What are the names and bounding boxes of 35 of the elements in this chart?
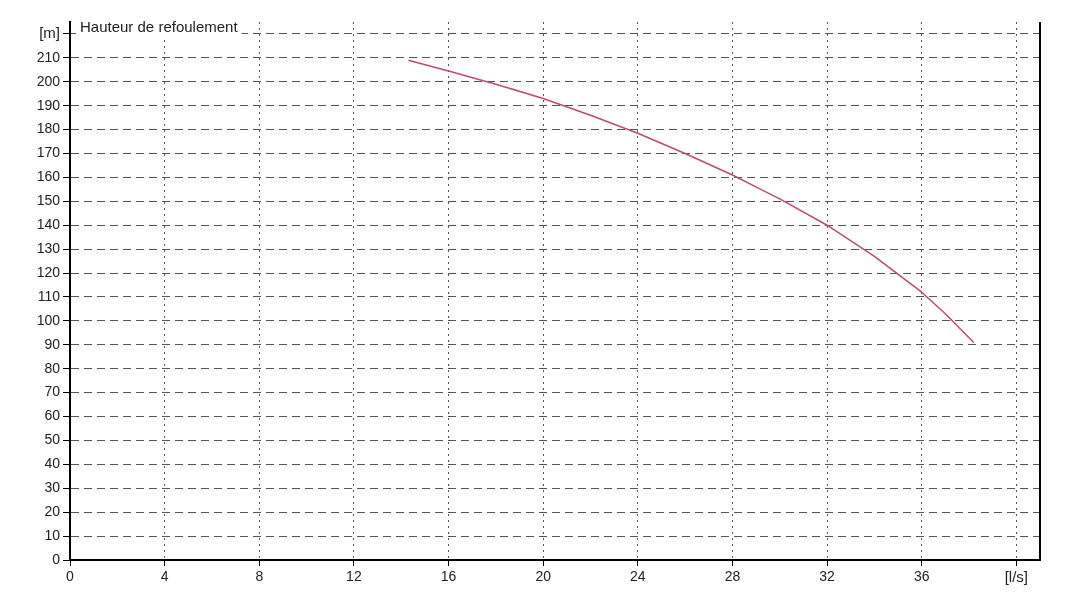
y-tick-label: 110: [37, 287, 61, 304]
x-axis-title: [l/s]: [1004, 567, 1029, 585]
chart-title: Hauteur de refoulement: [80, 17, 239, 35]
y-tick-label: 0: [52, 550, 61, 567]
y-tick-label: 60: [44, 407, 61, 424]
y-tick-label: 210: [36, 48, 61, 65]
y-tick-label: 80: [44, 359, 61, 376]
x-tick-label: 4: [160, 568, 169, 585]
y-tick-label: 120: [36, 263, 61, 280]
y-tick-label: 140: [36, 216, 61, 233]
x-tick-label: 28: [724, 568, 741, 585]
y-tick-label: 70: [44, 383, 61, 400]
x-tick-label: 16: [440, 568, 457, 585]
y-tick-label: 150: [36, 192, 61, 209]
x-tick-label: 20: [535, 568, 552, 585]
y-tick-label: 50: [44, 431, 61, 448]
x-tick-label: 24: [630, 568, 646, 585]
y-tick-label: 200: [36, 72, 61, 89]
y-tick-label: 190: [36, 96, 61, 113]
x-tick-label: 12: [346, 568, 362, 585]
y-tick-label: 100: [36, 311, 61, 328]
y-tick-label: 160: [36, 168, 61, 185]
y-axis-title: [m]: [39, 24, 60, 42]
y-tick-label: 90: [44, 335, 61, 352]
y-tick-label: 20: [44, 503, 61, 520]
y-tick-label: 170: [36, 144, 61, 161]
y-tick-label: 130: [36, 240, 61, 257]
y-tick-label: 10: [44, 526, 61, 543]
x-tick-label: 0: [66, 568, 75, 585]
x-tick-label: 8: [255, 568, 264, 585]
x-tick-label: 32: [819, 568, 836, 585]
y-tick-label: 40: [44, 455, 61, 472]
y-tick-label: 30: [44, 479, 61, 496]
y-tick-label: 180: [36, 120, 61, 137]
x-tick-label: 36: [913, 568, 930, 585]
